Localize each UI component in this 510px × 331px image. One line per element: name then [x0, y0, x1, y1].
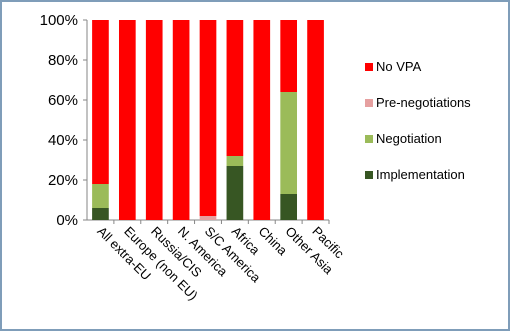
bar-segment-implementation [92, 208, 109, 220]
legend: No VPA Pre-negotiations Negotiation Impleme… [365, 59, 471, 182]
bar-segment-no-vpa [227, 20, 244, 156]
legend-label: Negotiation [376, 131, 442, 146]
y-tick-label: 20% [48, 172, 78, 189]
y-tick-label: 100% [40, 12, 78, 29]
y-axis: 0% 20% 40% 60% 80% 100% [40, 12, 87, 229]
y-tick-label: 40% [48, 132, 78, 149]
legend-label: Implementation [376, 167, 465, 182]
bar-segment-implementation [280, 194, 297, 220]
legend-swatch [365, 63, 373, 71]
legend-label: No VPA [376, 59, 422, 74]
y-tick-label: 0% [56, 212, 78, 229]
bar-segment-negotiation [92, 184, 109, 208]
bar-segment-no-vpa [307, 20, 324, 220]
bar-segment-negotiation [227, 156, 244, 166]
bar-segment-no-vpa [253, 20, 270, 220]
x-category-label: China [256, 224, 291, 259]
bar-segment-negotiation [280, 92, 297, 194]
bar-segment-no-vpa [200, 20, 217, 216]
bar-segment-no-vpa [173, 20, 190, 220]
bar-segment-no-vpa [146, 20, 163, 220]
bar-segment-pre-negotiations [200, 216, 217, 220]
legend-label: Pre-negotiations [376, 95, 471, 110]
legend-swatch [365, 171, 373, 179]
bar-segment-no-vpa [92, 20, 109, 184]
y-tick-label: 80% [48, 52, 78, 69]
bar-segment-implementation [227, 166, 244, 220]
bar-segment-no-vpa [119, 20, 136, 220]
y-tick-label: 60% [48, 92, 78, 109]
legend-swatch [365, 135, 373, 143]
legend-swatch [365, 99, 373, 107]
bar-segment-no-vpa [280, 20, 297, 92]
bars [92, 20, 324, 220]
